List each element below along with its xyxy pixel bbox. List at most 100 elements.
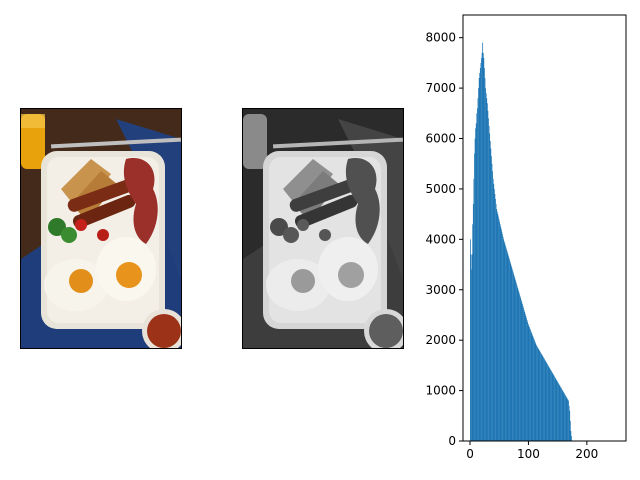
histogram-bar bbox=[485, 88, 486, 442]
histogram-bar bbox=[472, 224, 474, 441]
y-axis-ticks: 0 1000 2000 3000 4000 5000 6000 7000 8000 bbox=[425, 31, 463, 448]
histogram-bar bbox=[534, 342, 536, 441]
histogram-bar bbox=[481, 57, 482, 441]
histogram-bar bbox=[550, 370, 552, 441]
y-tick-label: 0 bbox=[448, 434, 456, 448]
histogram-bar bbox=[553, 375, 555, 441]
histogram-bar bbox=[513, 273, 514, 441]
histogram-bar bbox=[499, 224, 501, 441]
histogram-bar bbox=[544, 359, 545, 441]
histogram-axes-frame bbox=[462, 14, 627, 442]
histogram-bar bbox=[510, 265, 512, 441]
histogram-bar bbox=[492, 171, 493, 441]
histogram-bar bbox=[507, 255, 509, 441]
histogram-bar bbox=[470, 239, 471, 441]
histogram-bars bbox=[470, 42, 572, 442]
histogram-bar bbox=[568, 405, 570, 441]
histogram-bar bbox=[513, 275, 515, 441]
histogram-bar bbox=[479, 72, 481, 442]
histogram-bar bbox=[511, 267, 513, 441]
histogram-bar bbox=[471, 254, 473, 441]
histogram-bar bbox=[516, 283, 517, 441]
histogram-bar bbox=[481, 52, 483, 442]
histogram-bar bbox=[533, 339, 535, 441]
histogram-bar bbox=[533, 337, 534, 441]
histogram-bar bbox=[486, 103, 488, 441]
histogram-bar bbox=[541, 354, 543, 441]
histogram-bar bbox=[561, 389, 563, 441]
histogram-bar bbox=[557, 381, 558, 441]
histogram-bar bbox=[517, 287, 519, 441]
histogram-bar bbox=[500, 229, 502, 441]
histogram-bar bbox=[551, 371, 552, 441]
histogram-bar bbox=[491, 156, 492, 441]
histogram-bar bbox=[522, 305, 524, 441]
histogram-bar bbox=[571, 435, 572, 441]
histogram-bar bbox=[490, 148, 492, 441]
histogram-bar bbox=[501, 231, 503, 441]
histogram-bar bbox=[493, 188, 495, 441]
histogram-bar bbox=[470, 254, 472, 441]
histogram-bar bbox=[472, 204, 474, 441]
breakfast-photo-grayscale bbox=[243, 109, 403, 348]
histogram-bar bbox=[505, 245, 506, 441]
histogram-bar bbox=[569, 410, 571, 441]
histogram-bar bbox=[521, 301, 523, 441]
y-tick-label: 8000 bbox=[425, 31, 456, 45]
histogram-bar bbox=[547, 364, 548, 441]
histogram-bar bbox=[543, 358, 545, 441]
histogram-bar bbox=[545, 362, 547, 441]
histogram-bar bbox=[565, 396, 567, 441]
histogram-bar bbox=[546, 363, 548, 441]
histogram-bar bbox=[541, 355, 543, 441]
histogram-bar bbox=[506, 249, 507, 441]
histogram-bar bbox=[477, 108, 478, 442]
histogram-bar bbox=[531, 334, 533, 441]
histogram-bar bbox=[510, 263, 512, 441]
histogram-bar bbox=[538, 349, 540, 441]
histogram-bar bbox=[568, 400, 569, 441]
histogram-bar bbox=[539, 351, 541, 441]
histogram-bar bbox=[544, 360, 546, 441]
histogram-bar bbox=[497, 214, 499, 441]
histogram-bar bbox=[489, 133, 491, 441]
histogram-bar bbox=[502, 234, 503, 441]
x-tick-label: 200 bbox=[575, 447, 598, 461]
histogram-bar bbox=[495, 204, 497, 441]
histogram-bar bbox=[502, 236, 504, 441]
histogram-bar bbox=[527, 324, 529, 441]
histogram-bar bbox=[559, 385, 561, 441]
histogram-bar bbox=[551, 372, 553, 441]
histogram-bar bbox=[569, 420, 571, 441]
histogram-bar bbox=[495, 199, 496, 441]
histogram-bar bbox=[537, 347, 538, 441]
histogram-bar bbox=[489, 141, 491, 441]
histogram-bar bbox=[556, 380, 558, 441]
histogram-bar bbox=[473, 178, 475, 441]
histogram-bar bbox=[547, 365, 549, 441]
histogram-bar bbox=[525, 315, 527, 441]
histogram-bar bbox=[488, 118, 489, 441]
histogram-bar bbox=[560, 387, 562, 441]
histogram-bar bbox=[529, 327, 530, 441]
histogram-bar bbox=[529, 328, 531, 441]
histogram-bar bbox=[559, 386, 561, 441]
histogram-bar bbox=[519, 295, 521, 441]
histogram-bar bbox=[557, 382, 559, 441]
histogram-bar bbox=[522, 303, 523, 441]
histogram-bar bbox=[566, 398, 568, 441]
histogram-bar bbox=[503, 239, 505, 441]
histogram-bar bbox=[520, 299, 522, 441]
histogram-bar bbox=[535, 343, 537, 441]
histogram-bar bbox=[567, 399, 569, 441]
histogram-bar bbox=[537, 348, 539, 441]
histogram-bar bbox=[524, 311, 526, 441]
histogram-bar bbox=[538, 350, 540, 441]
histogram-bar bbox=[558, 384, 560, 441]
histogram-bar bbox=[540, 352, 541, 441]
histogram-bar bbox=[549, 368, 551, 441]
histogram-bar bbox=[523, 307, 524, 441]
histogram-bar bbox=[516, 285, 518, 441]
histogram-bar bbox=[485, 93, 487, 441]
